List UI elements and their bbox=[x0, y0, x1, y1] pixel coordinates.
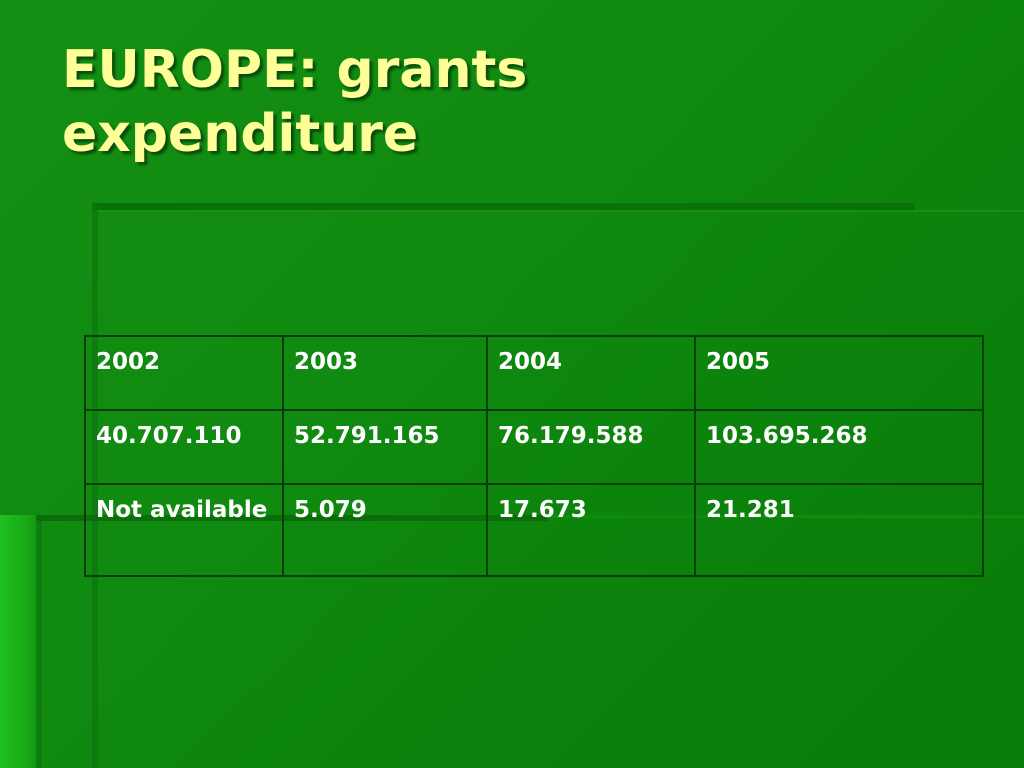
table-row: 40.707.110 52.791.165 76.179.588 103.695… bbox=[84, 409, 984, 485]
table-cell: 5.079 bbox=[282, 483, 488, 577]
table-cell: Not available bbox=[84, 483, 284, 577]
table-cell: 2002 bbox=[84, 335, 284, 411]
decorative-line-vertical-left bbox=[36, 515, 42, 768]
table-row: Not available 5.079 17.673 21.281 bbox=[84, 483, 984, 577]
slide-title-line-1: EUROPE: grants bbox=[62, 40, 528, 100]
slide-title: EUROPE: grants expenditure bbox=[62, 38, 962, 166]
grants-table: 2002 2003 2004 2005 40.707.110 52.791.16… bbox=[84, 335, 984, 577]
table-cell: 21.281 bbox=[694, 483, 984, 577]
table-cell: 2004 bbox=[486, 335, 696, 411]
decorative-line-top bbox=[92, 203, 914, 210]
slide-title-line-2: expenditure bbox=[62, 104, 419, 164]
table-cell: 52.791.165 bbox=[282, 409, 488, 485]
table-cell: 17.673 bbox=[486, 483, 696, 577]
table-cell: 2003 bbox=[282, 335, 488, 411]
decorative-line-top-highlight bbox=[92, 210, 1024, 212]
table-row-years: 2002 2003 2004 2005 bbox=[84, 335, 984, 411]
table-cell: 2005 bbox=[694, 335, 984, 411]
table-cell: 76.179.588 bbox=[486, 409, 696, 485]
table-cell: 40.707.110 bbox=[84, 409, 284, 485]
table-cell: 103.695.268 bbox=[694, 409, 984, 485]
